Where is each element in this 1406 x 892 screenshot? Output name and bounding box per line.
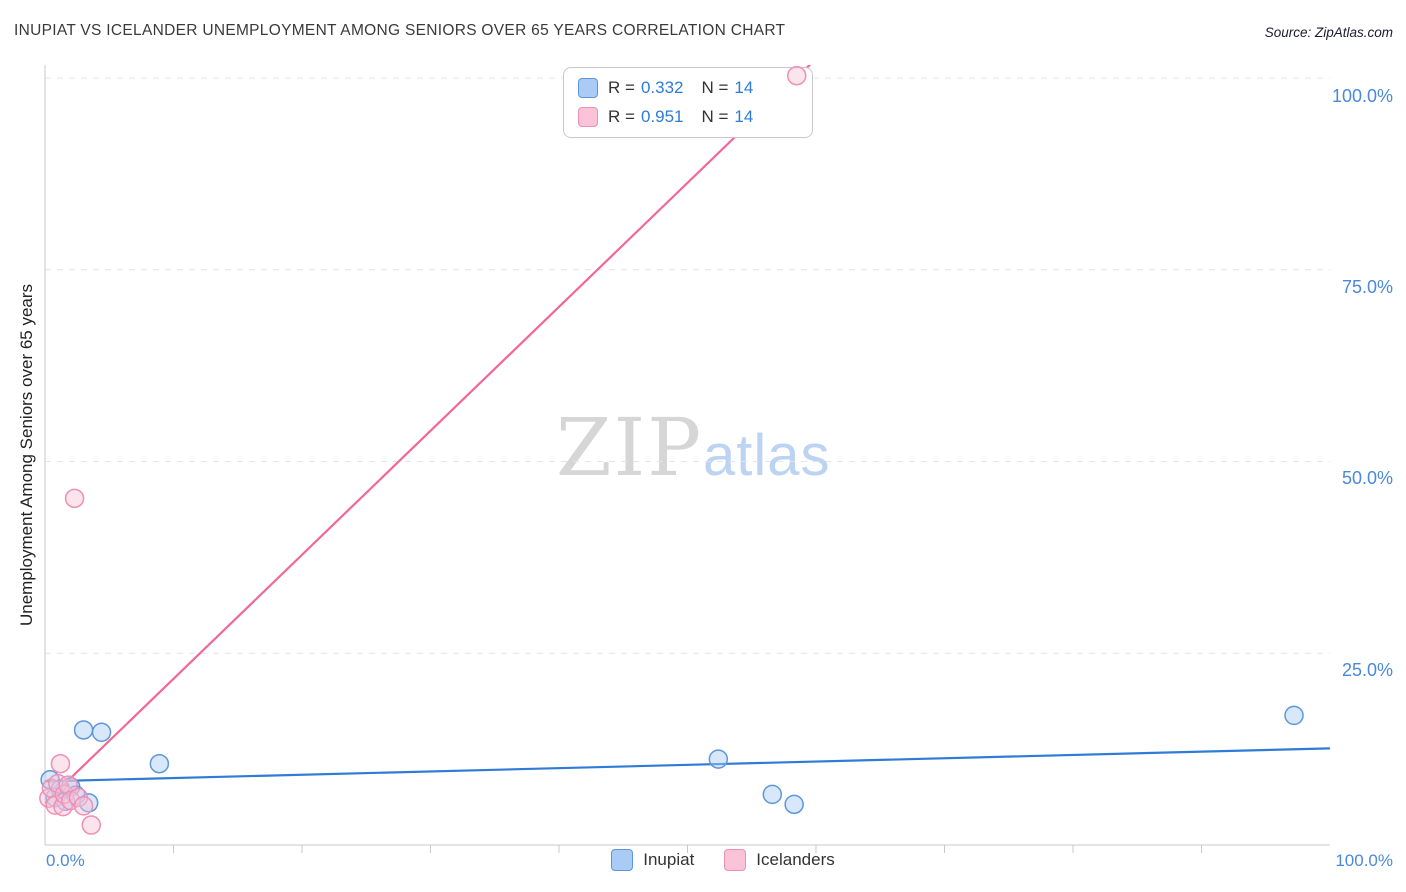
legend-item-icelanders: Icelanders	[724, 849, 835, 871]
scatter-point-inupiat	[1284, 705, 1304, 726]
r-value: 0.332	[640, 78, 684, 97]
bottom-legend: Inupiat Icelanders	[0, 849, 1406, 871]
y-tick-label-50: 50.0%	[1341, 468, 1393, 488]
page-title: INUPIAT VS ICELANDER UNEMPLOYMENT AMONG …	[14, 22, 786, 39]
watermark-atlas: atlas	[703, 423, 831, 488]
scatter-point-inupiat	[73, 720, 94, 740]
scatter-point-inupiat	[784, 794, 804, 815]
y-axis-label: Unemployment Among Seniors over 65 years	[17, 283, 36, 627]
scatter-point-icelanders	[64, 488, 85, 509]
trend-line-inupiat	[45, 747, 1330, 783]
r-label: R =	[608, 107, 635, 126]
icelanders-swatch-icon	[724, 849, 747, 871]
n-label: N =	[701, 78, 729, 97]
y-tick-label-75: 75.0%	[1341, 277, 1393, 297]
scatter-point-inupiat	[149, 753, 170, 774]
y-tick-label-25: 25.0%	[1341, 660, 1393, 680]
legend-item-inupiat: Inupiat	[611, 849, 694, 871]
scatter-point-inupiat	[708, 749, 729, 769]
legend-stats-row-icelanders: R = 0.951 N = 14	[578, 105, 798, 129]
legend-stats-text: R = 0.332 N = 14	[608, 78, 753, 98]
y-tick-label-100: 100.0%	[1331, 86, 1393, 106]
icelanders-swatch-icon	[578, 107, 598, 127]
legend-item-label: Icelanders	[756, 850, 835, 869]
legend-stats-text: R = 0.951 N = 14	[608, 107, 753, 127]
trend-line-icelanders	[45, 65, 812, 804]
scatter-point-icelanders	[81, 815, 102, 835]
scatter-point-icelanders	[786, 65, 807, 86]
scatter-point-icelanders	[73, 796, 94, 816]
legend-item-label: Inupiat	[643, 850, 695, 869]
legend-stats-row-inupiat: R = 0.332 N = 14	[578, 76, 798, 100]
r-label: R =	[608, 78, 635, 97]
scatter-point-inupiat	[762, 784, 783, 805]
legend-box: R = 0.332 N = 14 R = 0.951 N = 14	[563, 67, 813, 138]
inupiat-swatch-icon	[611, 849, 634, 871]
x-tick-label-100: 100.0%	[1335, 851, 1393, 870]
scatter-point-icelanders	[50, 753, 71, 774]
n-value: 14	[734, 107, 754, 126]
r-value: 0.951	[640, 107, 684, 126]
watermark-zip: ZIP	[556, 401, 704, 494]
watermark: ZIP atlas	[556, 408, 831, 488]
source-attribution: Source: ZipAtlas.com	[1264, 25, 1393, 40]
n-label: N =	[701, 107, 729, 126]
n-value: 14	[734, 78, 754, 97]
x-tick-label-0: 0.0%	[46, 851, 85, 870]
inupiat-swatch-icon	[578, 78, 598, 98]
scatter-point-inupiat	[91, 722, 112, 743]
